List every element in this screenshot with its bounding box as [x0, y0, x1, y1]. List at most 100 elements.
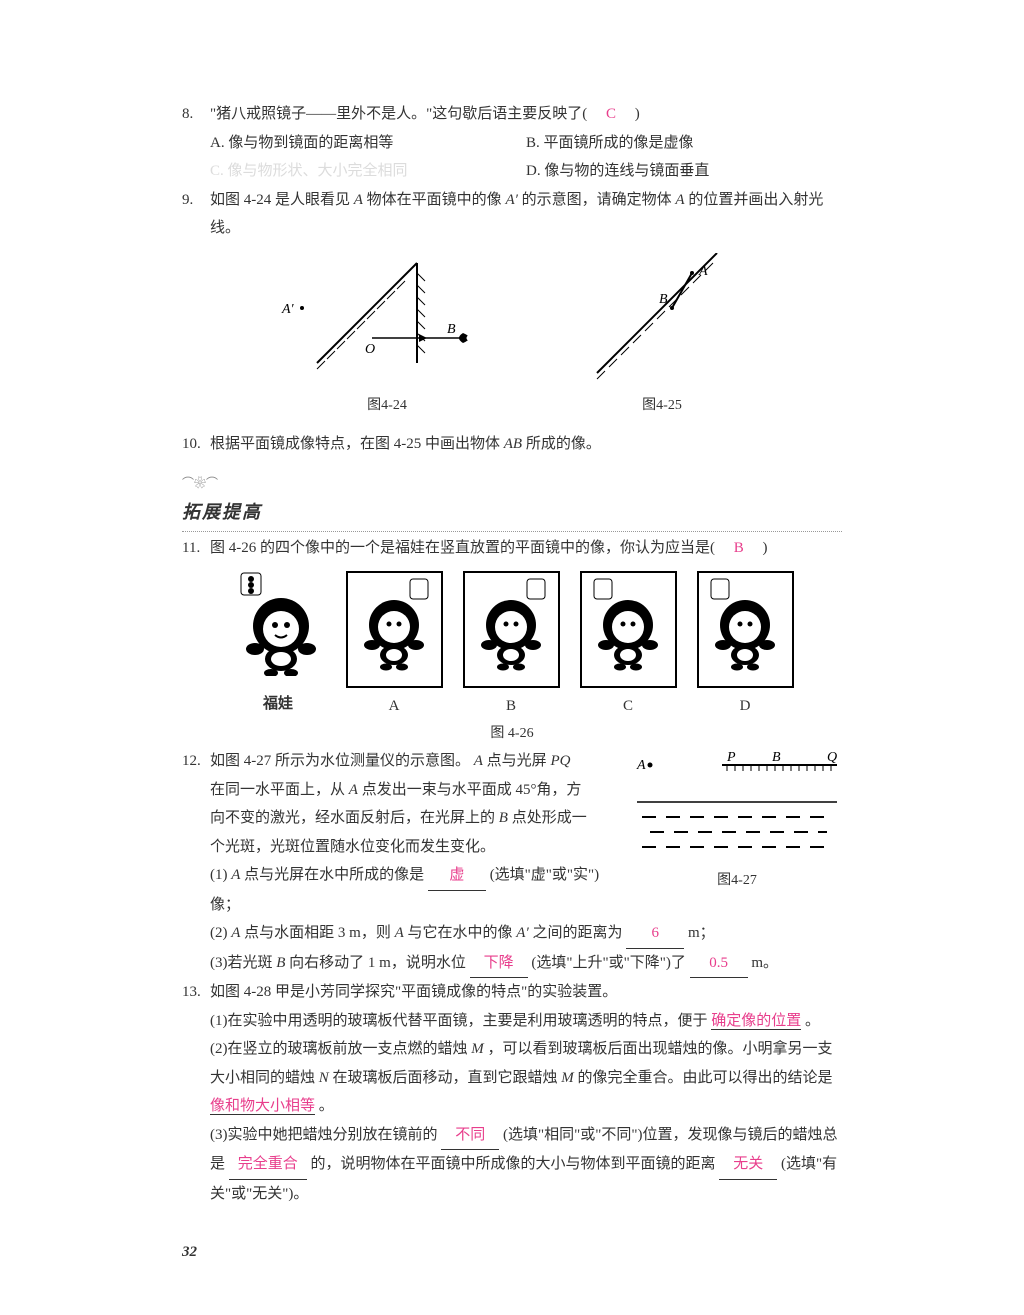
q8-options: A. 像与物到镜面的距离相等 B. 平面镜所成的像是虚像 C. 像与物形状、大小…: [182, 129, 842, 186]
q12-l2a: 在同一水平面上，从: [210, 782, 349, 798]
fig424-O: O: [365, 342, 375, 357]
q11-t1: 图 4-26 的四个像中的一个是福娃在竖直放置的平面镜中的像，你认为应当是(: [210, 540, 730, 556]
question-13: 13. 如图 4-28 甲是小芳同学探究"平面镜成像的特点"的实验装置。: [182, 978, 842, 1007]
question-9: 9. 如图 4-24 是人眼看见 A 物体在平面镜中的像 A′ 的示意图，请确定…: [182, 186, 842, 243]
q12-ans3b: 0.5: [690, 949, 748, 979]
q12-Aprime: A′: [516, 925, 528, 941]
q8-optC: C. 像与物形状、大小完全相同: [210, 157, 526, 186]
fig426-caption: 图 4-26: [182, 721, 842, 748]
fuwa-icon: [231, 571, 326, 676]
fig425-caption: 图4-25: [577, 393, 747, 420]
q8-optA: A. 像与物到镜面的距离相等: [210, 129, 526, 158]
q13-ans3c: 无关: [719, 1150, 777, 1180]
q12-s1a2: 点与光屏在水中所成的像是: [244, 867, 424, 883]
q10-t1: 根据平面镜成像特点，在图 4-25 中画出物体: [210, 436, 504, 452]
fig427-B: B: [772, 750, 781, 765]
q12-s3b: 向右移动了 1 m，说明水位: [289, 955, 466, 971]
q12-ans3a: 下降: [470, 949, 528, 979]
q8-answer: C: [606, 106, 616, 122]
q13-ans3a: 不同: [441, 1121, 499, 1151]
q12-s1a: (1): [210, 867, 228, 883]
fuwa-B: B: [463, 571, 560, 721]
q13-s1b: 。: [805, 1013, 820, 1029]
fig424-B: B: [447, 322, 456, 337]
q9-A2: A: [675, 192, 684, 208]
q12-A3: A: [231, 867, 240, 883]
fuwa-A-label: A: [346, 692, 443, 721]
fig427-caption: 图4-27: [632, 868, 842, 895]
q13-s2e: 。: [319, 1098, 334, 1114]
figure-4-27: A P B Q: [632, 747, 842, 894]
q12-text: 如图 4-27 所示为水位测量仪的示意图。 A 点与光屏 PQ 在同一水平面上，…: [210, 747, 602, 919]
q12-A4: A: [231, 925, 240, 941]
q12-l1a: 如图 4-27 所示为水位测量仪的示意图。: [210, 753, 470, 769]
q12-A2: A: [349, 782, 358, 798]
fig427-P: P: [726, 750, 736, 765]
question-8: 8. "猪八戒照镜子——里外不是人。"这句歇后语主要反映了( C ): [182, 100, 842, 129]
question-10: 10. 根据平面镜成像特点，在图 4-25 中画出物体 AB 所成的像。: [182, 430, 842, 459]
q13-sub2: (2)在竖立的玻璃板前放一支点燃的蜡烛 M ，可以看到玻璃板后面出现蜡烛的像。小…: [182, 1035, 842, 1121]
figure-4-25: A B 图4-25: [577, 253, 747, 420]
q12-s2c: 之间的距离为: [532, 925, 622, 941]
fuwa-A: A: [346, 571, 443, 721]
q12-B2: B: [276, 955, 285, 971]
q12-s3d: m。: [751, 955, 778, 971]
q12-A5: A: [395, 925, 404, 941]
q12-l3: 向不变的激光，经水面反射后，在光屏上的: [210, 810, 499, 826]
q13-s2a: (2)在竖立的玻璃板前放一支点燃的蜡烛: [210, 1041, 471, 1057]
q13-s2c: 在玻璃板后面移动，直到它跟蜡烛: [333, 1070, 562, 1086]
q10-AB: AB: [504, 436, 522, 452]
q8-optD: D. 像与物的连线与镜面垂直: [526, 157, 842, 186]
q12-number: 12.: [182, 747, 210, 919]
section-title: 拓展提高: [182, 495, 842, 532]
q9-t2: 物体在平面镜中的像: [367, 192, 506, 208]
q13-M2: M: [561, 1070, 574, 1086]
q8-optB: B. 平面镜所成的像是虚像: [526, 129, 842, 158]
q10-number: 10.: [182, 430, 210, 459]
q12-ans1: 虚: [428, 861, 486, 891]
q9-t3: 的示意图，请确定物体: [522, 192, 676, 208]
q8-stem: "猪八戒照镜子——里外不是人。"这句歇后语主要反映了( C ): [210, 100, 842, 129]
fuwa-B-label: B: [463, 692, 560, 721]
q13-s3a: (3)实验中她把蜡烛分别放在镜前的: [210, 1127, 438, 1143]
q11-t2: ): [748, 540, 768, 556]
q12-s2a: (2): [210, 925, 228, 941]
q9-Aprime: A′: [505, 192, 517, 208]
figure-4-24: A′ B O 图4-24: [277, 253, 497, 420]
document-page: 8. "猪八戒照镜子——里外不是人。"这句歇后语主要反映了( C ) A. 像与…: [92, 0, 932, 1297]
fig427-Q: Q: [827, 750, 837, 765]
q8-number: 8.: [182, 100, 210, 129]
fuwa-B-icon: [469, 577, 554, 672]
fig425-A: A: [698, 264, 708, 279]
q13-ans3b: 完全重合: [229, 1150, 307, 1180]
fig424-caption: 图4-24: [277, 393, 497, 420]
fuwa-D-icon: [703, 577, 788, 672]
q13-sub3: (3)实验中她把蜡烛分别放在镜前的 不同 (选填"相同"或"不同")位置，发现像…: [182, 1121, 842, 1209]
fuwa-label: 福娃: [231, 690, 326, 719]
q9-t1: 如图 4-24 是人眼看见: [210, 192, 354, 208]
q13-ans1: 确定像的位置: [711, 1013, 801, 1030]
q12-l4: 个光斑，光斑位置随水位变化而发生变化。: [210, 839, 495, 855]
fig424-svg: A′ B O: [277, 253, 497, 383]
q11-number: 11.: [182, 534, 210, 563]
q10-stem: 根据平面镜成像特点，在图 4-25 中画出物体 AB 所成的像。: [210, 430, 842, 459]
fuwa-row: 福娃 A B: [182, 571, 842, 721]
q12-l1b: 点与光屏: [487, 753, 551, 769]
q12-s3c: (选填"上升"或"下降")了: [531, 955, 685, 971]
q9-A: A: [354, 192, 363, 208]
page-number: 32: [182, 1238, 842, 1267]
q12-PQ: PQ: [550, 753, 570, 769]
q12-s2b: 与它在水中的像: [408, 925, 517, 941]
question-12: 12. 如图 4-27 所示为水位测量仪的示意图。 A 点与光屏 PQ 在同一水…: [182, 747, 842, 919]
fig425-B: B: [659, 292, 668, 307]
q12-l2b: 点发出一束与水平面成 45°角，方: [362, 782, 582, 798]
q9-stem: 如图 4-24 是人眼看见 A 物体在平面镜中的像 A′ 的示意图，请确定物体 …: [210, 186, 842, 243]
fig427-svg: A P B Q: [632, 747, 842, 857]
q13-s3c: 的，说明物体在平面镜中所成像的大小与物体到平面镜的距离: [311, 1156, 716, 1172]
figures-row-1: A′ B O 图4-24: [182, 253, 842, 420]
fuwa-C-icon: [586, 577, 671, 672]
fig427-A: A: [636, 758, 646, 773]
fig424-Aprime: A′: [281, 302, 295, 317]
q13-s1a: (1)在实验中用透明的玻璃板代替平面镜，主要是利用玻璃透明的特点，便于: [210, 1013, 708, 1029]
q11-stem: 图 4-26 的四个像中的一个是福娃在竖直放置的平面镜中的像，你认为应当是( B…: [210, 534, 842, 563]
